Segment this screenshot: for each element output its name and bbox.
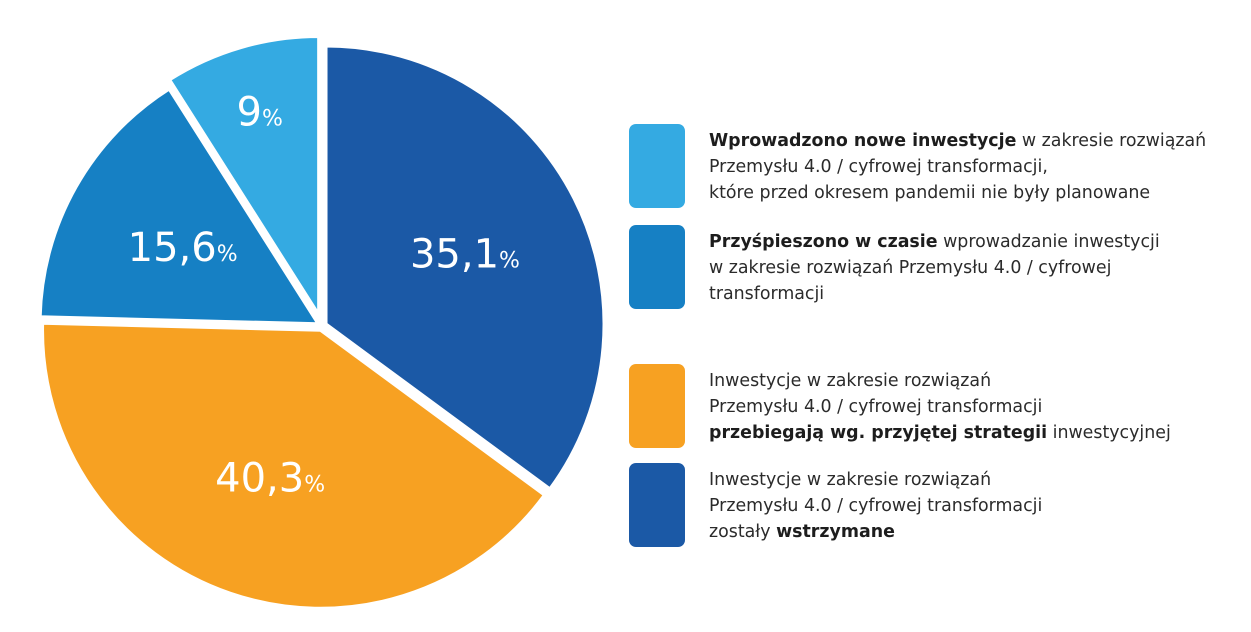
legend-line-3: które przed okresem pandemii nie były pl… [709, 183, 1151, 203]
legend-swatch [629, 225, 685, 309]
slice-value-label-1: 40,3% [215, 456, 325, 502]
legend-line-3: przebiegają wg. przyjętej strategii inwe… [709, 423, 1171, 443]
legend-item-0: Inwestycje w zakresie rozwiązań Przemysłu… [629, 463, 1239, 549]
legend-item-2: Przyśpieszono w czasie wprowadzanie inwe… [629, 225, 1239, 311]
pie-slice-1 [41, 321, 546, 610]
slice-value-label-2: 15,6% [128, 225, 238, 271]
legend-swatch [629, 124, 685, 208]
slice-value-label-3: 9% [237, 90, 283, 136]
legend-line-2: w zakresie rozwiązań Przemysłu 4.0 / cyf… [709, 258, 1112, 278]
legend-item-1: Inwestycje w zakresie rozwiązań Przemysłu… [629, 364, 1239, 450]
legend-line-2: Przemysłu 4.0 / cyfrowej transformacji [709, 496, 1043, 516]
pie-slice-0 [324, 44, 606, 491]
pie-slice-3 [168, 34, 321, 316]
legend-line-2: Przemysłu 4.0 / cyfrowej transformacji [709, 397, 1043, 417]
legend-line-3: zostały wstrzymane [709, 522, 895, 542]
legend-text: Inwestycje w zakresie rozwiązań Przemysłu… [709, 467, 1042, 545]
pie-slice-2 [38, 87, 320, 326]
legend-text: Przyśpieszono w czasie wprowadzanie inwe… [709, 229, 1160, 307]
legend-text: Inwestycje w zakresie rozwiązań Przemysłu… [709, 368, 1171, 446]
legend-swatch [629, 364, 685, 448]
legend-line-2: Przemysłu 4.0 / cyfrowej transformacji, [709, 157, 1048, 177]
legend-swatch [629, 463, 685, 547]
legend-line-3: transformacji [709, 284, 825, 304]
pie-chart: 35,1% 40,3% 15,6% 9% [38, 34, 606, 610]
legend-line-1: Przyśpieszono w czasie wprowadzanie inwe… [709, 232, 1160, 252]
legend-text: Wprowadzono nowe inwestycje w zakresie r… [709, 128, 1206, 206]
legend-line-1: Inwestycje w zakresie rozwiązań [709, 470, 992, 490]
legend-item-3: Wprowadzono nowe inwestycje w zakresie r… [629, 124, 1239, 210]
legend-line-1: Wprowadzono nowe inwestycje w zakresie r… [709, 131, 1207, 151]
legend-line-1: Inwestycje w zakresie rozwiązań [709, 371, 992, 391]
slice-value-label-0: 35,1% [410, 232, 520, 278]
